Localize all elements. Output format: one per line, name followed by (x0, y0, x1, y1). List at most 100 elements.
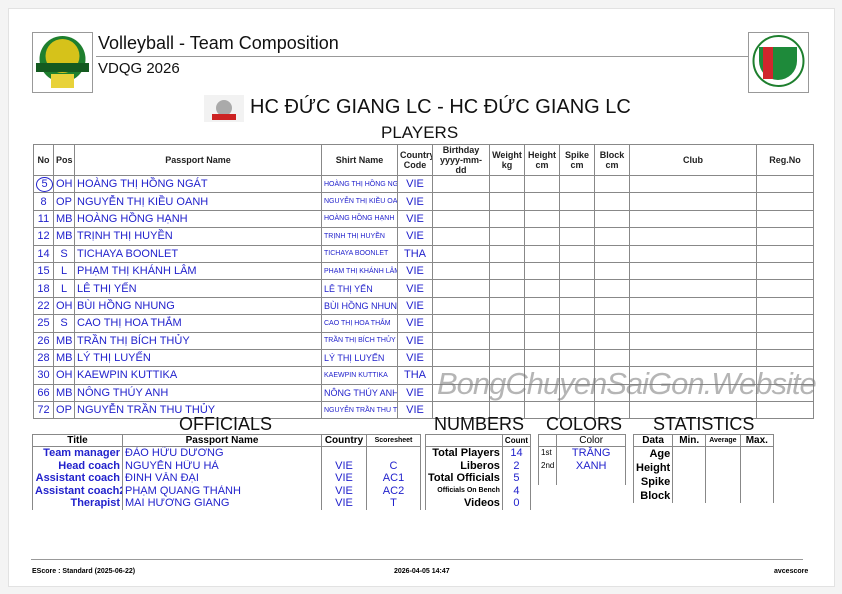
block (594, 314, 630, 333)
number-value: 2 (501, 459, 532, 472)
official-name: NGUYỄN HỮU HÀ (122, 459, 322, 472)
shirt-name: LÝ THỊ LUYẾN (321, 348, 398, 368)
number-row: Videos 0 (425, 497, 532, 510)
player-position: OP (53, 401, 75, 420)
block (594, 192, 630, 211)
official-row: Team manager ĐÀO HỮU DƯƠNG (32, 446, 421, 460)
shirt-name: TICHAYA BOONLET (321, 244, 398, 263)
passport-name: TRỊNH THỊ HUYỀN (74, 227, 322, 246)
club (629, 209, 757, 229)
height (524, 192, 560, 211)
number-value: 8 (40, 195, 47, 208)
official-country: VIE (321, 497, 367, 510)
column-header: Min. (672, 434, 707, 447)
jersey-color: TRẮNG (556, 446, 626, 460)
player-number: 18 (33, 279, 54, 298)
birthday (432, 209, 490, 229)
player-position: MB (53, 348, 75, 368)
player-position: OH (53, 174, 75, 194)
official-row: Therapist MAI HƯƠNG GIANG VIE T (32, 497, 421, 510)
height (524, 244, 560, 263)
statistic-value (705, 475, 741, 489)
spike (559, 209, 595, 229)
birthday (432, 227, 490, 246)
statistics-row: Height (632, 461, 775, 475)
jersey-color (556, 473, 626, 485)
player-position: L (53, 279, 75, 298)
country-code: VIE (397, 296, 433, 316)
number-label: Total Players (425, 446, 503, 460)
passport-name: NÔNG THÚY ANH (74, 383, 322, 403)
height (524, 348, 560, 368)
weight (489, 192, 525, 211)
count-header: Count (501, 434, 532, 447)
official-name: ĐINH VĂN ĐẠI (122, 472, 322, 485)
player-number: 26 (33, 331, 54, 350)
official-title: Team manager (32, 446, 123, 460)
birthday (432, 296, 490, 316)
shirt-name: BÙI HỒNG NHUNG (321, 296, 398, 316)
players-table: No Pos Passport Name Shirt Name Country Code… (33, 144, 814, 420)
official-row: Head coach NGUYỄN HỮU HÀ VIE C (32, 459, 421, 472)
statistic-label: Height (632, 461, 674, 475)
weight (489, 244, 525, 263)
official-title: Therapist (32, 497, 123, 510)
passport-name: BÙI HỒNG NHUNG (74, 296, 322, 316)
column-header: Scoresheet (366, 434, 421, 447)
official-country: VIE (321, 484, 367, 497)
number-value: 14 (501, 446, 532, 460)
birthday (432, 261, 490, 281)
official-row: Assistant coach2 PHẠM QUANG THÀNH VIE AC2 (32, 484, 421, 497)
passport-name: TICHAYA BOONLET (74, 244, 322, 263)
number-value: 18 (37, 282, 50, 295)
country-code: VIE (397, 348, 433, 368)
statistic-value (672, 489, 707, 503)
shirt-name: NGUYỄN TRẦN THU THỦY (321, 401, 398, 420)
shirt-name: LÊ THỊ YẾN (321, 279, 398, 298)
statistic-value (705, 461, 741, 475)
height (524, 174, 560, 194)
spike (559, 296, 595, 316)
official-title: Assistant coach2 (32, 484, 123, 497)
shirt-name: NÔNG THÚY ANH (321, 383, 398, 403)
player-position: OH (53, 296, 75, 316)
numbers-table: Count Total Players 14 Liberos 2 Total Offici… (425, 434, 532, 510)
passport-name: HOÀNG HỒNG HẠNH (74, 209, 322, 229)
player-row: 26 MB TRẦN THỊ BÍCH THỦY TRẦN THỊ BÍCH THỦY… (33, 331, 814, 350)
jersey-color: XANH (556, 460, 626, 473)
official-name: MAI HƯƠNG GIANG (122, 497, 322, 510)
scoresheet-code: AC2 (366, 484, 421, 497)
weight (489, 331, 525, 350)
statistic-value (672, 475, 707, 489)
height (524, 261, 560, 281)
block (594, 296, 630, 316)
competition-name: VDQG 2026 (98, 60, 180, 77)
number-value: 14 (37, 247, 50, 260)
scoresheet-code: AC1 (366, 472, 421, 485)
official-country: VIE (321, 459, 367, 472)
block (594, 261, 630, 281)
country-code: VIE (397, 261, 433, 281)
number-value: 22 (37, 299, 50, 312)
spike (559, 331, 595, 350)
statistics-heading: STATISTICS (653, 414, 755, 434)
spike (559, 227, 595, 246)
height (524, 314, 560, 333)
club (629, 227, 757, 246)
player-position: OP (53, 192, 75, 211)
scoresheet-code: C (366, 459, 421, 472)
player-number: 72 (33, 401, 54, 420)
number-value: 5 (501, 472, 532, 485)
column-header: Shirt Name (321, 144, 398, 176)
statistics-row: Spike (632, 475, 775, 489)
number-value: 30 (37, 369, 50, 382)
column-header: Reg.No (756, 144, 814, 176)
player-position: S (53, 314, 75, 333)
country-code: VIE (397, 331, 433, 350)
shirt-name: KAEWPIN KUTTIKA (321, 366, 398, 385)
reg-no (756, 227, 814, 246)
color-row: 2nd XANH (537, 460, 626, 473)
country-code: VIE (397, 401, 433, 420)
column-header: Weight kg (489, 144, 525, 176)
player-row: 28 MB LÝ THỊ LUYẾN LÝ THỊ LUYẾN VIE (33, 348, 814, 368)
